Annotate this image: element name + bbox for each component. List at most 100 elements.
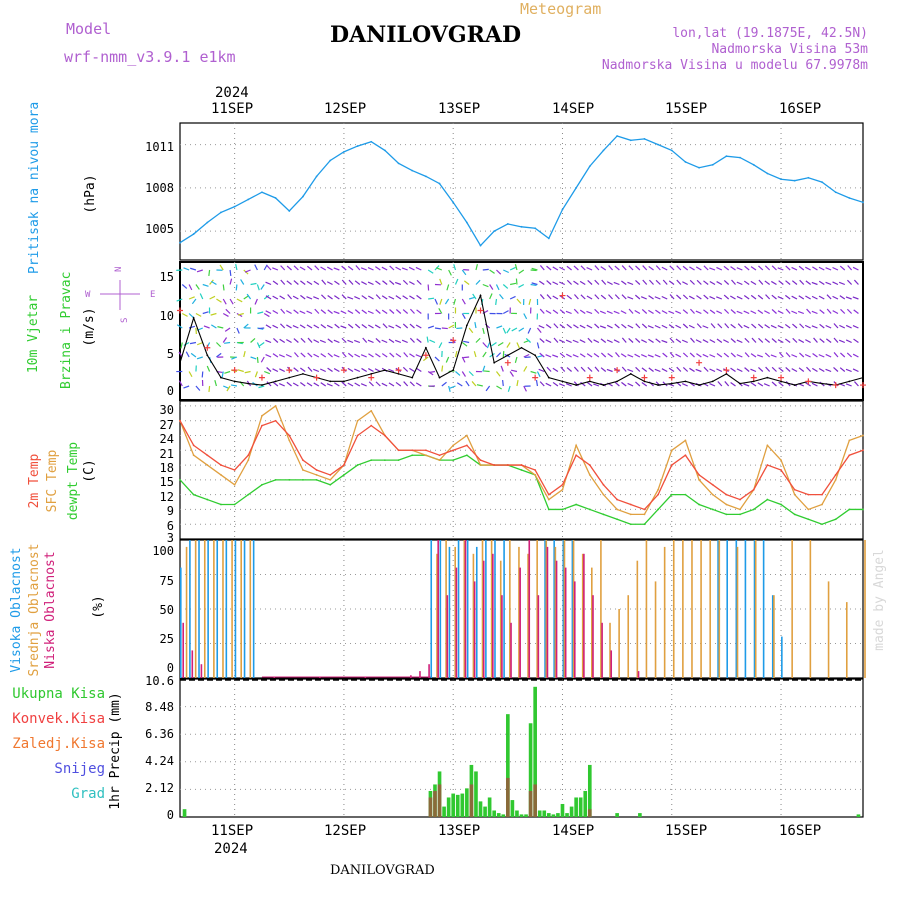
compass-n: N	[114, 267, 124, 272]
wind-arrow	[818, 280, 825, 286]
wind-arrow	[313, 296, 320, 300]
wind-arrow	[347, 382, 354, 387]
wind-arrow	[250, 356, 257, 360]
wind-arrow	[341, 279, 347, 285]
wind-gust-mark	[395, 367, 402, 374]
wind-arrow	[491, 342, 497, 347]
wind-arrow	[210, 324, 217, 329]
wind-speed-line-point	[247, 382, 250, 385]
pressure-line-point	[370, 140, 373, 143]
low-cloud-bar	[510, 622, 512, 678]
temp-tick: 27	[160, 418, 174, 432]
wind-arrow	[286, 265, 292, 271]
wind-arrow	[703, 280, 709, 285]
mid-cloud-bar	[213, 540, 215, 678]
wind-arrow	[286, 280, 292, 285]
wind-arrow	[736, 295, 743, 300]
dewpoint-line-point	[452, 459, 455, 462]
wind-arrow	[764, 338, 771, 343]
wind-arrow	[375, 266, 381, 271]
wind-arrow	[784, 338, 791, 343]
2m-temp-line-point	[247, 454, 250, 457]
wind-arrow	[642, 265, 648, 271]
wind-arrow	[266, 381, 272, 387]
wind-arrow	[832, 310, 839, 315]
total-precip-bar	[556, 813, 560, 817]
wind-arrow	[784, 323, 791, 329]
wind-arrow	[559, 339, 566, 344]
pressure-line-point	[534, 227, 537, 230]
wind-arrow	[839, 367, 846, 372]
wind-arrow	[341, 337, 347, 343]
wind-arrow	[516, 342, 520, 349]
wind-arrow	[750, 310, 757, 315]
precip-legend-hail: Grad	[71, 786, 105, 802]
wind-arrow	[675, 324, 682, 329]
wind-arrow	[716, 310, 723, 315]
wind-arrow	[819, 323, 825, 329]
wind-arrow	[416, 338, 422, 343]
wind-arrow	[448, 269, 452, 276]
2m-temp-line-point	[520, 464, 523, 466]
total-precip-bar	[446, 797, 451, 817]
wind-arrow	[811, 310, 818, 315]
wind-arrow	[730, 266, 736, 271]
pressure-line-point	[315, 175, 318, 178]
wind-arrow	[771, 338, 777, 343]
pressure-line-point	[862, 201, 864, 204]
wind-arrow	[682, 309, 689, 314]
wind-arrow	[552, 309, 559, 314]
wind-arrow	[675, 338, 682, 343]
mid-cloud-bar	[527, 553, 529, 678]
dewpoint-line-point	[588, 508, 591, 511]
wind-arrow	[250, 338, 256, 343]
wind-arrow	[482, 342, 488, 348]
wind-arrow	[327, 338, 333, 343]
sfc-temp-line-point	[424, 454, 427, 457]
wind-speed-line-point	[397, 372, 400, 375]
wind-arrow	[703, 309, 709, 314]
series-layer	[177, 135, 866, 817]
day-bottom-2: 12SEP	[324, 823, 367, 839]
wind-arrow	[587, 280, 593, 285]
high-cloud-bar	[234, 540, 237, 678]
wind-arrow	[771, 294, 777, 300]
wind-arrow	[716, 338, 723, 343]
wind-arrow	[744, 352, 750, 358]
wind-arrow	[681, 383, 688, 387]
wind-arrow	[535, 379, 539, 387]
high-cloud-bar	[207, 540, 209, 678]
wind-arrow	[627, 382, 634, 387]
wind-arrow	[208, 385, 211, 393]
wind-arrow	[216, 298, 222, 303]
mid-cloud-bar	[509, 540, 511, 678]
2m-temp-line-point	[698, 474, 700, 476]
wind-arrow	[530, 283, 537, 287]
wind-gust-mark	[258, 374, 265, 381]
wind-arrow	[565, 339, 572, 344]
dewpoint-line-point	[616, 518, 619, 521]
wind-arrow	[723, 352, 730, 358]
wind-speed-line-point	[684, 380, 687, 383]
pressure-line-point	[247, 198, 250, 201]
wind-arrow	[514, 264, 518, 271]
wind-arrow	[448, 324, 455, 329]
wind-tick: 15	[160, 270, 174, 284]
precip-legend-conv: Konvek.Kisa	[12, 711, 105, 727]
low-cloud-bar	[464, 540, 467, 678]
2m-temp-line-point	[602, 483, 605, 486]
wind-arrow	[764, 324, 770, 329]
2m-temp-line-point	[629, 503, 632, 506]
wind-arrow	[724, 308, 730, 314]
low-cloud-bar	[546, 546, 549, 678]
day-top-2: 12SEP	[324, 101, 367, 117]
wind-arrow	[361, 309, 368, 314]
high-cloud-bar	[448, 546, 451, 678]
wind-arrow	[403, 352, 409, 358]
wind-arrow	[334, 382, 340, 387]
low-cloud-bar	[564, 567, 567, 678]
wind-arrow	[614, 381, 620, 387]
wind-arrow	[199, 293, 204, 300]
wind-arrow	[265, 310, 272, 315]
wind-arrow	[395, 339, 402, 344]
